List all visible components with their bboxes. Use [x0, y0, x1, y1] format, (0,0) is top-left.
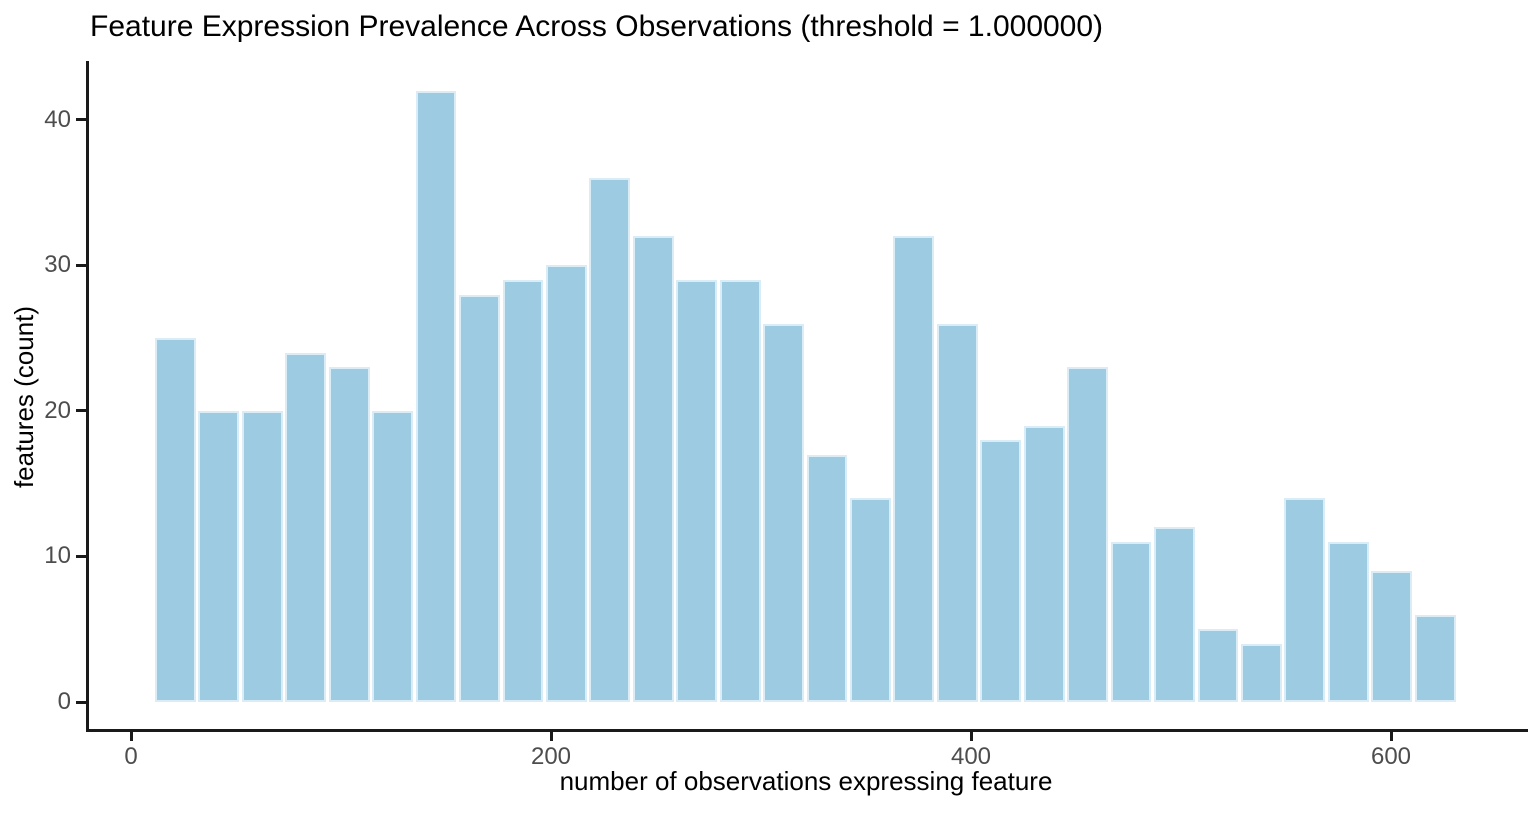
- y-tick-mark: [76, 263, 86, 267]
- y-tick-mark: [76, 700, 86, 704]
- x-tick-mark: [549, 732, 553, 741]
- y-tick-mark: [76, 118, 86, 122]
- histogram-bar: [589, 178, 631, 702]
- y-tick-mark: [76, 409, 86, 413]
- histogram-bar: [198, 410, 240, 702]
- x-tick-mark: [1389, 732, 1393, 741]
- histogram-bar: [1327, 541, 1369, 702]
- histogram-bar: [850, 498, 891, 702]
- histogram-bar: [676, 279, 718, 702]
- histogram-bar: [1023, 425, 1065, 702]
- histogram-bar: [980, 440, 1022, 702]
- histogram-bar: [1110, 541, 1152, 702]
- histogram-bar: [328, 367, 370, 702]
- histogram-bar: [893, 236, 935, 702]
- histogram-bar: [1154, 527, 1195, 702]
- histogram-bar: [1414, 614, 1456, 702]
- histogram-bar: [155, 338, 196, 702]
- x-tick-label: 600: [1370, 743, 1412, 770]
- y-tick-mark: [76, 554, 86, 558]
- histogram-bar: [1241, 643, 1282, 702]
- histogram-bar: [1067, 367, 1109, 702]
- x-tick-mark: [129, 732, 133, 741]
- y-tick-label: 40: [44, 105, 71, 133]
- x-tick-mark: [969, 732, 973, 741]
- y-tick-label: 0: [57, 688, 71, 715]
- histogram-bar: [285, 352, 327, 702]
- histogram-bar: [459, 294, 500, 702]
- histogram-bar: [632, 236, 674, 702]
- x-tick-label: 200: [530, 743, 572, 770]
- histogram-bar: [1371, 571, 1413, 702]
- histogram-bar: [545, 265, 587, 702]
- histogram-bar: [806, 454, 848, 702]
- x-tick-label: 400: [950, 743, 992, 770]
- x-axis-title: number of observations expressing featur…: [559, 766, 1053, 796]
- y-axis-title: features (count): [9, 305, 39, 489]
- y-tick-label: 20: [44, 396, 71, 424]
- histogram-bar: [502, 279, 544, 702]
- chart-title: Feature Expression Prevalence Across Obs…: [90, 10, 1104, 43]
- histogram-bar: [415, 90, 457, 702]
- histogram-bar: [763, 323, 804, 702]
- histogram-bar: [719, 279, 761, 702]
- y-tick-label: 10: [44, 542, 71, 570]
- histogram-bar: [1197, 629, 1239, 702]
- histogram-bar: [372, 410, 413, 702]
- y-tick-label: 30: [44, 251, 71, 279]
- histogram-bar: [241, 410, 283, 702]
- x-tick-label: 0: [124, 743, 138, 770]
- y-axis-line: [86, 61, 89, 732]
- x-axis-line: [86, 729, 1528, 732]
- histogram-bar: [1284, 498, 1326, 702]
- histogram-bar: [936, 323, 978, 702]
